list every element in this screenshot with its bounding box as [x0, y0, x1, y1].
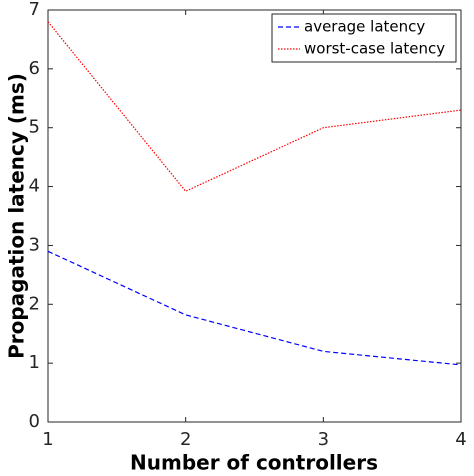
legend-text: average latency	[304, 18, 425, 36]
x-tick-label: 2	[180, 429, 191, 450]
legend: average latency worst-case latency	[271, 13, 457, 63]
series-line	[47, 250, 462, 366]
x-tick-label: 1	[42, 429, 53, 450]
plot-frame	[47, 9, 462, 423]
y-tick-label: 6	[29, 58, 40, 79]
y-tick-label: 4	[29, 176, 40, 197]
y-tick-label: 5	[29, 117, 40, 138]
x-tick-label: 3	[318, 429, 329, 450]
series-line	[47, 21, 462, 193]
y-tick-label: 3	[29, 234, 40, 255]
x-tick-label: 4	[455, 429, 466, 450]
legend-box	[271, 13, 457, 63]
x-axis-label: Number of controllers	[130, 451, 378, 475]
legend-text: worst-case latency	[304, 40, 445, 58]
y-tick-label: 1	[29, 352, 40, 373]
y-axis-label: Propagation latency (ms)	[5, 73, 29, 359]
y-tick-label: 0	[29, 411, 40, 432]
y-tick-label: 7	[29, 0, 40, 20]
y-tick-label: 2	[29, 293, 40, 314]
